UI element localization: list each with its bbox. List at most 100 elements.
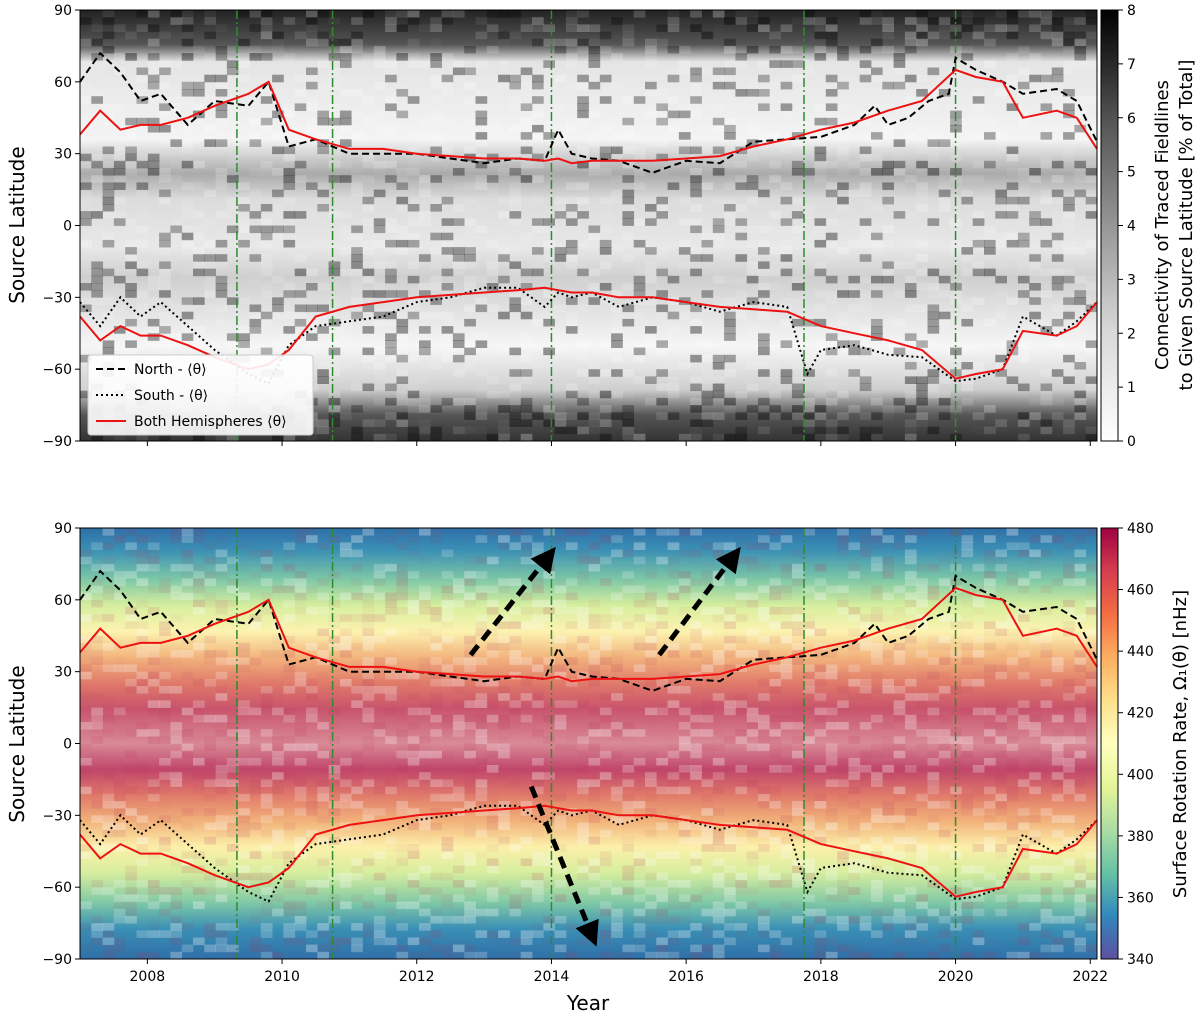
heatmap-cell	[633, 729, 646, 737]
heatmap-cell	[204, 944, 216, 953]
heatmap-cell	[430, 714, 442, 723]
heatmap-cell	[984, 628, 996, 637]
heatmap-cell	[1063, 60, 1075, 68]
heatmap-cell	[181, 743, 194, 752]
heatmap-cell	[724, 81, 736, 90]
heatmap-cell	[452, 786, 465, 795]
heatmap-cell	[407, 405, 420, 413]
heatmap-cell	[927, 671, 940, 680]
heatmap-cell	[238, 182, 250, 190]
heatmap-cell	[532, 880, 544, 888]
heatmap-cell	[147, 153, 160, 162]
heatmap-cell	[565, 239, 578, 248]
heatmap-cell	[272, 225, 284, 234]
heatmap-cell	[181, 124, 194, 133]
heatmap-cell	[215, 563, 228, 572]
heatmap-cell	[882, 722, 894, 730]
heatmap-cell	[430, 81, 442, 90]
heatmap-cell	[1040, 700, 1053, 708]
heatmap-cell	[452, 700, 465, 708]
heatmap-cell	[746, 592, 759, 601]
heatmap-cell	[306, 304, 318, 313]
heatmap-cell	[622, 765, 635, 773]
heatmap-cell	[837, 45, 849, 54]
heatmap-cell	[667, 74, 680, 83]
heatmap-cell	[159, 103, 171, 111]
heatmap-cell	[769, 678, 781, 687]
heatmap-cell	[1006, 333, 1019, 341]
heatmap-cell	[80, 239, 92, 248]
heatmap-cell	[565, 53, 578, 61]
heatmap-cell	[441, 117, 454, 126]
heatmap-cell	[125, 168, 137, 176]
heatmap-cell	[351, 872, 363, 881]
heatmap-cell	[1085, 96, 1098, 104]
heatmap-cell	[904, 261, 917, 269]
heatmap-cell	[735, 154, 747, 162]
heatmap-cell	[385, 686, 397, 694]
heatmap-cell	[565, 426, 578, 435]
heatmap-cell	[532, 607, 544, 615]
heatmap-cell	[871, 750, 883, 759]
heatmap-cell	[1086, 593, 1098, 601]
heatmap-cell	[452, 318, 465, 327]
heatmap-cell	[622, 254, 635, 262]
heatmap-cell	[283, 225, 296, 234]
heatmap-cell	[430, 283, 442, 291]
heatmap-cell	[780, 60, 793, 68]
heatmap-cell	[204, 189, 216, 198]
heatmap-cell	[825, 894, 838, 902]
heatmap-cell	[1051, 81, 1064, 90]
heatmap-cell	[373, 311, 386, 320]
heatmap-cell	[1063, 571, 1075, 579]
heatmap-cell	[294, 528, 307, 536]
heatmap-cell	[373, 808, 386, 816]
heatmap-cell	[588, 160, 601, 169]
heatmap-cell	[633, 268, 646, 277]
heatmap-cell	[1017, 433, 1030, 442]
heatmap-cell	[1074, 397, 1087, 406]
heatmap-cell	[904, 528, 917, 536]
heatmap-cell	[91, 714, 103, 723]
heatmap-cell	[1017, 851, 1030, 859]
heatmap-cell	[408, 593, 420, 601]
heatmap-cell	[803, 872, 815, 881]
heatmap-cell	[780, 535, 793, 543]
heatmap-cell	[814, 664, 827, 673]
heatmap-cell	[588, 621, 601, 629]
heatmap-cell	[317, 542, 329, 550]
heatmap-cell	[758, 593, 770, 601]
heatmap-cell	[1051, 944, 1064, 953]
heatmap-cell	[250, 204, 262, 212]
heatmap-cell	[1063, 311, 1075, 320]
heatmap-cell	[1085, 376, 1098, 384]
heatmap-cell	[91, 89, 103, 97]
heatmap-cell	[701, 729, 714, 737]
heatmap-cell	[272, 45, 284, 54]
heatmap-cell	[306, 17, 318, 25]
heatmap-cell	[509, 779, 522, 787]
heatmap-cell	[938, 139, 951, 147]
heatmap-cell	[204, 743, 216, 752]
heatmap-cell	[249, 851, 262, 859]
heatmap-cell	[430, 39, 442, 47]
heatmap-cell	[871, 103, 883, 111]
heatmap-cell	[769, 951, 781, 960]
heatmap-cell	[701, 354, 714, 363]
heatmap-cell	[600, 60, 612, 68]
heatmap-cell	[837, 426, 849, 435]
heatmap-cell	[351, 433, 363, 442]
heatmap-cell	[701, 887, 714, 895]
heatmap-cell	[713, 779, 725, 787]
heatmap-cell	[159, 239, 171, 248]
heatmap-cell	[690, 578, 702, 586]
heatmap-cell	[1063, 204, 1075, 212]
heatmap-cell	[442, 161, 454, 169]
heatmap-cell	[904, 599, 917, 608]
heatmap-cell	[452, 204, 465, 212]
heatmap-cell	[260, 283, 273, 291]
heatmap-cell	[577, 10, 589, 18]
heatmap-cell	[690, 67, 702, 76]
heatmap-cell	[136, 53, 149, 61]
